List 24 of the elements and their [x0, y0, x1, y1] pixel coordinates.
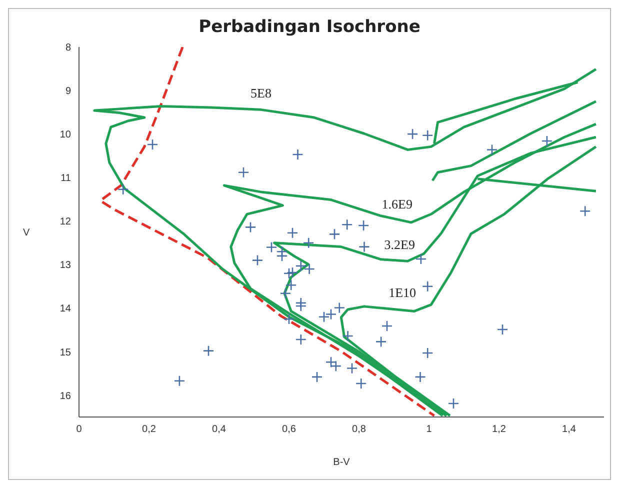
y-axis-title: V [23, 228, 30, 239]
series-label: 5E8 [250, 86, 272, 101]
y-tick-label: 11 [60, 173, 72, 184]
x-tick-label: 1,4 [562, 424, 576, 436]
x-tick-label: 0 [76, 424, 82, 436]
x-tick-label: 0,8 [352, 424, 366, 436]
y-tick-label: 14 [60, 304, 72, 315]
y-tick-label: 8 [65, 42, 72, 54]
series-label: 1.6E9 [382, 196, 412, 212]
x-tick-label: 1,2 [492, 424, 506, 436]
y-tick-label: 10 [60, 130, 72, 141]
chart-title: Perbadingan Isochrone [198, 17, 422, 37]
x-tick-label: 1 [426, 424, 432, 436]
x-tick-label: 0,6 [282, 424, 296, 436]
y-tick-label: 13 [60, 260, 72, 272]
x-axis-title: B-V [333, 457, 350, 468]
y-tick-label: 12 [60, 216, 72, 228]
x-tick-label: 0,4 [212, 424, 226, 436]
y-tick-label: 15 [60, 347, 72, 358]
y-tick-label: 16 [60, 390, 72, 402]
x-tick-label: 0,2 [142, 424, 156, 436]
y-tick-label: 9 [65, 86, 72, 98]
series-label: 3.2E9 [384, 237, 415, 252]
series-label: 1E10 [388, 285, 416, 300]
